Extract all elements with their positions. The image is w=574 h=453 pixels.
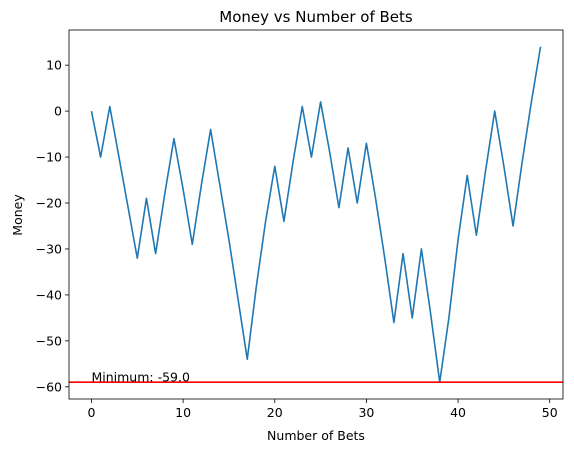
x-tick-label: 0 [87,405,95,420]
x-axis-title: Number of Bets [267,428,365,443]
y-axis-title: Money [10,194,25,236]
y-tick-label: 0 [54,104,62,119]
x-tick-label: 40 [450,405,466,420]
money-series-line [90,46,542,384]
y-tick-label: 10 [46,58,62,73]
y-tick-label: −40 [36,287,62,302]
x-tick-label: 50 [542,405,558,420]
y-tick-label: −10 [36,150,62,165]
x-tick-label: 20 [267,405,283,420]
axes-frame [68,29,564,400]
plot-area [69,46,563,384]
y-tick-label: −50 [36,333,62,348]
x-tick-label: 10 [175,405,191,420]
y-tick-label: −20 [36,196,62,211]
y-tick-label: −60 [36,379,62,394]
y-tick-label: −30 [36,241,62,256]
chart-title: Money vs Number of Bets [219,8,413,26]
x-tick-label: 30 [358,405,374,420]
tick-group: 0 10 20 30 40 50 10 0 −10 −20 −30 −40 −50 −60 [36,58,558,420]
minimum-annotation: Minimum: -59.0 [91,370,190,385]
